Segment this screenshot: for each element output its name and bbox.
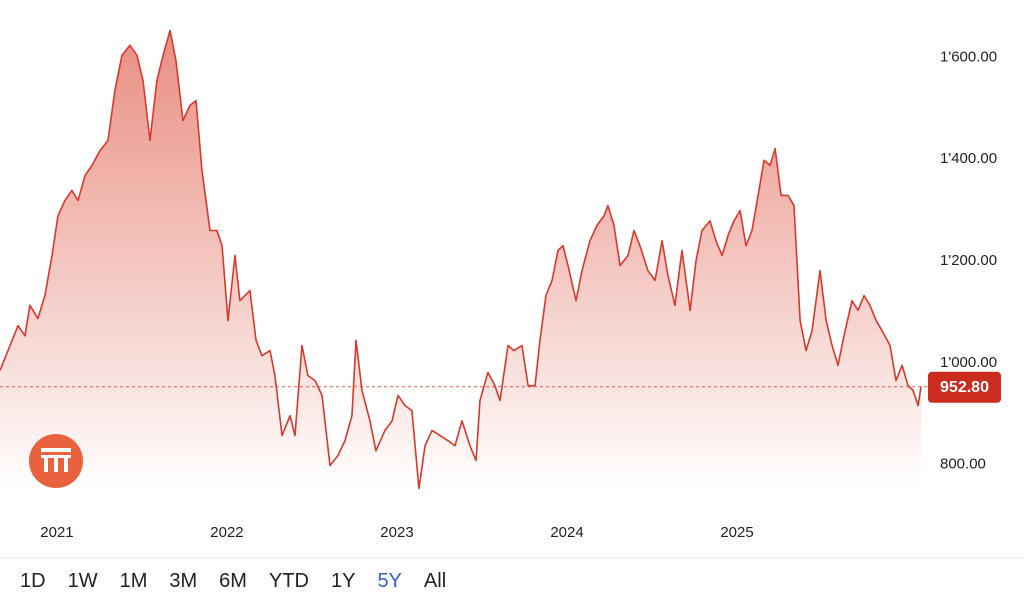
range-selector: 1D 1W 1M 3M 6M YTD 1Y 5Y All: [20, 570, 446, 593]
y-tick-label: 1'600.00: [940, 48, 997, 65]
x-tick-label: 2021: [40, 524, 73, 541]
x-tick-label: 2025: [720, 524, 753, 541]
range-button[interactable]: 1D: [20, 570, 46, 592]
logo: [29, 434, 83, 488]
y-tick-label: 1'400.00: [940, 150, 997, 167]
x-tick-label: 2024: [550, 524, 583, 541]
range-button[interactable]: YTD: [268, 570, 309, 592]
range-button[interactable]: 1W: [67, 570, 98, 592]
range-button[interactable]: All: [423, 570, 447, 592]
range-button[interactable]: 3M: [169, 570, 198, 592]
y-tick-label: 1'000.00: [940, 354, 997, 371]
y-tick-label: 800.00: [940, 456, 986, 473]
price-tag: [928, 371, 1001, 403]
range-button[interactable]: 1M: [119, 570, 148, 592]
x-tick-label: 2022: [210, 524, 243, 541]
range-button[interactable]: 1Y: [330, 570, 356, 592]
chart: 800.00 1'000.00 1'200.00 1'400.00 1'600.00 20…: [0, 29, 1024, 559]
y-tick-label: 1'200.00: [940, 252, 997, 269]
range-button[interactable]: 5Y: [377, 570, 402, 592]
price-line: [0, 29, 922, 490]
range-button[interactable]: 6M: [219, 570, 247, 592]
price-tag-label: 952.80: [940, 379, 989, 396]
area: [0, 30, 921, 491]
x-tick-label: 2023: [380, 524, 413, 541]
